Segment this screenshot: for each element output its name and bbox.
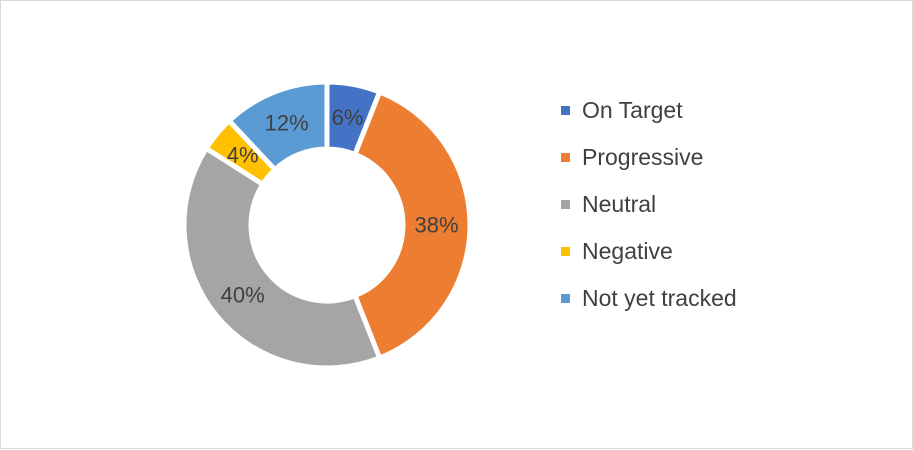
data-label-progressive: 38%	[414, 213, 458, 238]
legend: On Target Progressive Neutral Negative Not y…	[561, 87, 737, 322]
legend-item-neutral: Neutral	[561, 181, 737, 228]
legend-label-on-target: On Target	[582, 97, 683, 123]
legend-item-negative: Negative	[561, 228, 737, 275]
legend-swatch-negative	[561, 247, 570, 256]
legend-item-not-yet-tracked: Not yet tracked	[561, 275, 737, 322]
legend-label-not-yet-tracked: Not yet tracked	[582, 285, 737, 311]
donut-slice-progressive	[351, 88, 473, 362]
legend-item-on-target: On Target	[561, 87, 737, 134]
data-label-not-yet-tracked: 12%	[265, 111, 309, 136]
legend-label-progressive: Progressive	[582, 144, 704, 170]
data-label-on-target: 6%	[332, 105, 364, 130]
legend-label-neutral: Neutral	[582, 191, 657, 217]
donut-slice-neutral	[181, 144, 383, 371]
legend-item-progressive: Progressive	[561, 134, 737, 181]
legend-swatch-not-yet-tracked	[561, 294, 570, 303]
legend-label-negative: Negative	[582, 238, 673, 264]
legend-swatch-neutral	[561, 200, 570, 209]
data-label-neutral: 40%	[221, 282, 265, 307]
donut-slice-not-yet-tracked	[225, 79, 330, 174]
legend-swatch-on-target	[561, 106, 570, 115]
legend-swatch-progressive	[561, 153, 570, 162]
